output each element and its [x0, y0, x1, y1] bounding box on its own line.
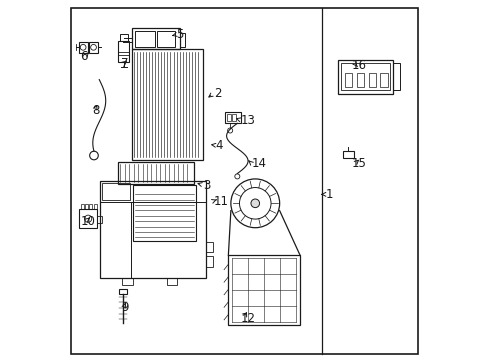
Bar: [102, 183, 130, 201]
Bar: [392, 63, 400, 90]
Bar: [156, 31, 174, 47]
Bar: [120, 35, 127, 41]
Bar: [135, 31, 155, 47]
Text: 13: 13: [241, 114, 255, 127]
Text: 6: 6: [80, 50, 87, 63]
Bar: [356, 73, 363, 87]
Bar: [131, 28, 180, 49]
Text: 5: 5: [176, 28, 183, 41]
Text: 16: 16: [351, 59, 366, 72]
Bar: [79, 42, 88, 53]
Bar: [79, 209, 97, 228]
Text: 14: 14: [251, 157, 266, 170]
Bar: [206, 256, 212, 267]
Bar: [118, 162, 193, 184]
Bar: [100, 181, 206, 278]
Circle shape: [250, 199, 259, 208]
Text: 12: 12: [241, 311, 255, 325]
Bar: [226, 114, 230, 121]
Bar: [133, 185, 196, 241]
Text: 10: 10: [80, 215, 95, 228]
Bar: [224, 112, 241, 123]
Text: 1: 1: [325, 188, 332, 201]
Bar: [368, 73, 375, 87]
Text: 7: 7: [121, 57, 128, 70]
Text: 4: 4: [215, 139, 223, 152]
Bar: [81, 204, 83, 209]
Bar: [89, 42, 98, 53]
Bar: [166, 278, 177, 285]
Bar: [341, 63, 389, 90]
Bar: [119, 289, 126, 294]
Text: 9: 9: [121, 301, 128, 314]
Bar: [380, 73, 387, 87]
Bar: [122, 278, 132, 285]
Text: 8: 8: [92, 104, 99, 117]
Bar: [93, 204, 97, 209]
Bar: [228, 255, 300, 325]
Text: 3: 3: [203, 179, 210, 192]
Text: 15: 15: [351, 157, 366, 170]
Text: 11: 11: [214, 195, 228, 208]
Text: 2: 2: [214, 87, 221, 100]
Bar: [337, 60, 392, 94]
Bar: [206, 242, 212, 252]
Bar: [180, 33, 185, 47]
Bar: [131, 49, 203, 160]
Bar: [344, 73, 351, 87]
Bar: [231, 114, 236, 121]
Bar: [118, 41, 129, 62]
Bar: [85, 204, 88, 209]
Bar: [89, 204, 92, 209]
Bar: [97, 216, 102, 223]
Bar: [343, 150, 353, 158]
